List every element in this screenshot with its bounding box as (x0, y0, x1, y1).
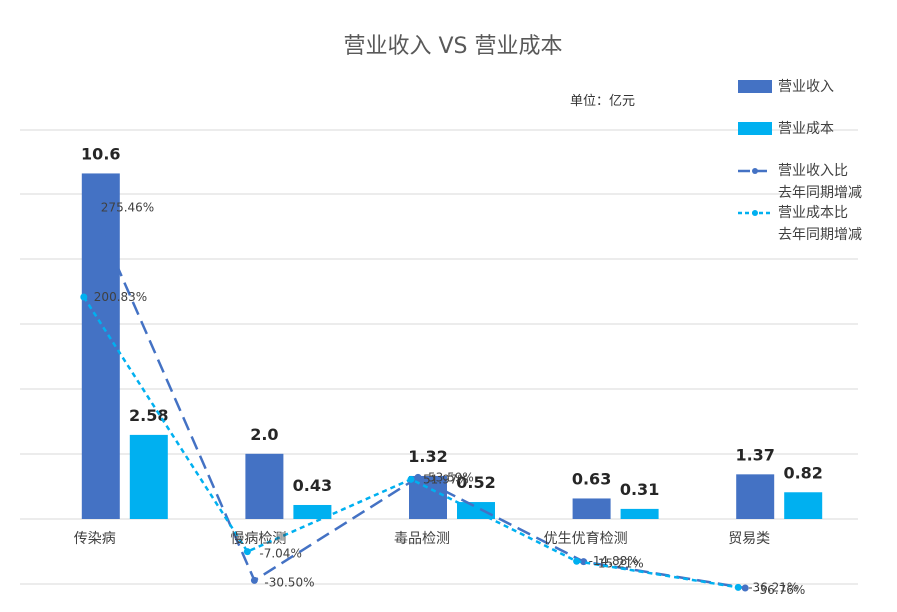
point-value-label: 275.46% (101, 201, 154, 215)
series-point (243, 548, 251, 556)
bar (572, 498, 611, 519)
series-point (407, 475, 415, 483)
bar-value-label: 10.6 (81, 144, 120, 163)
bar-value-label: 0.43 (293, 476, 332, 495)
legend-label: 营业收入 (778, 79, 834, 95)
legend-swatch (738, 122, 772, 135)
legend-label: 去年同期增减 (778, 185, 862, 201)
point-value-label: -36.21% (748, 580, 798, 594)
series-point (80, 293, 88, 301)
bar-value-label: 2.0 (250, 425, 278, 444)
legend-marker (752, 168, 758, 174)
category-label: 慢病检测 (230, 530, 286, 547)
legend-label: 营业成本 (778, 121, 834, 137)
bar-value-label: 2.58 (129, 406, 168, 425)
unit-label: 单位：亿元 (570, 94, 635, 109)
bar (129, 434, 168, 519)
series-point (734, 583, 742, 591)
legend-label: 营业收入比 (778, 163, 848, 179)
series-point (573, 557, 581, 565)
point-value-label: 53.59% (428, 470, 474, 484)
bar-value-label: 0.63 (572, 469, 611, 488)
bar (293, 504, 332, 519)
category-label: 传染病 (74, 531, 116, 547)
bar-value-label: 1.32 (408, 447, 447, 466)
bars (81, 173, 823, 519)
bar (736, 474, 775, 519)
point-value-label: -7.04% (259, 547, 301, 561)
point-value-label: -14.88% (589, 554, 639, 568)
series-point (87, 202, 95, 210)
category-label: 贸易类 (728, 531, 770, 547)
bar (784, 492, 823, 519)
bar-labels: 10.6 2.0 1.32 0.63 1.37 2.58 0.43 0.52 0.31 0.82 (81, 144, 823, 498)
legend-marker (752, 210, 758, 216)
category-label: 毒品检测 (394, 531, 450, 547)
series-point (414, 473, 422, 481)
bar (245, 453, 284, 519)
bar-value-label: 1.37 (735, 445, 774, 464)
series-point (250, 576, 258, 584)
point-value-label: 51.97% (423, 472, 469, 486)
point-value-label: -30.50% (264, 575, 314, 589)
point-value-label: 200.83% (94, 290, 147, 304)
bar-value-label: 0.31 (620, 480, 659, 499)
line-series: 275.46%-30.50%53.59%-15.21%-36.76%200.83… (80, 201, 805, 597)
category-labels: 传染病 慢病检测 毒品检测 优生优育检测 贸易类 (74, 530, 770, 547)
legend-label: 营业成本比 (778, 205, 848, 221)
series-line (89, 205, 746, 590)
category-label: 优生优育检测 (544, 531, 628, 547)
legend-swatch (738, 80, 772, 93)
bar-value-label: 0.52 (456, 473, 495, 492)
chart-title: 营业收入 VS 营业成本 (343, 34, 562, 59)
bar (620, 508, 659, 519)
series-point (741, 584, 749, 592)
legend-label: 去年同期增减 (778, 227, 862, 243)
point-value-label: -36.76% (755, 583, 805, 597)
bar-value-label: 0.82 (783, 463, 822, 482)
